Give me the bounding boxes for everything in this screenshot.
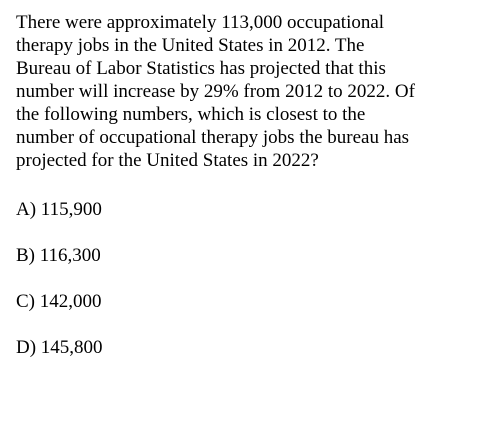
choice-c[interactable]: C) 142,000 bbox=[16, 291, 102, 312]
question-line: the following numbers, which is closest … bbox=[16, 104, 366, 125]
choice-b[interactable]: B) 116,300 bbox=[16, 245, 101, 266]
question-line: number will increase by 29% from 2012 to… bbox=[16, 81, 415, 102]
choice-a[interactable]: A) 115,900 bbox=[16, 199, 102, 220]
choice-d[interactable]: D) 145,800 bbox=[16, 337, 103, 358]
question-line: number of occupational therapy jobs the … bbox=[16, 127, 410, 148]
question-line: Bureau of Labor Statistics has projected… bbox=[16, 58, 386, 79]
question-line: projected for the United States in 2022? bbox=[16, 150, 319, 171]
question-text: There were approximately 113,000 occupat… bbox=[16, 11, 466, 172]
question-line: There were approximately 113,000 occupat… bbox=[16, 12, 385, 33]
answer-choices: A) 115,900 B) 116,300 C) 142,000 D) 145,… bbox=[16, 198, 103, 382]
question-line: therapy jobs in the United States in 201… bbox=[16, 35, 365, 56]
